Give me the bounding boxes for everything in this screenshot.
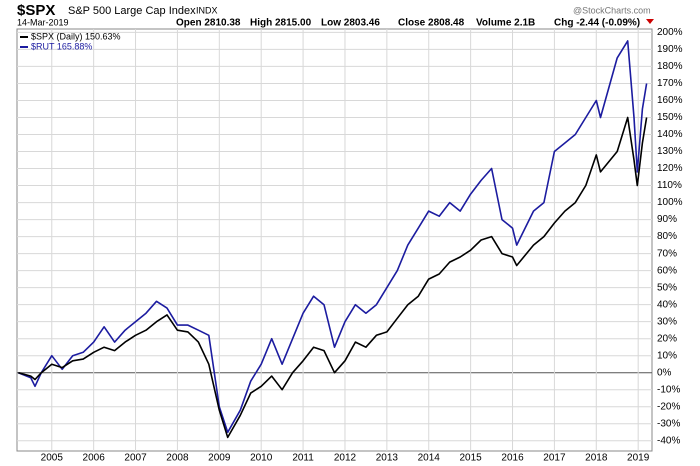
- x-tick-label: 2017: [543, 453, 566, 464]
- y-tick-label: 20%: [657, 333, 677, 344]
- down-arrow: [646, 19, 654, 24]
- y-tick-label: 140%: [657, 129, 683, 140]
- x-tick-label: 2015: [460, 453, 483, 464]
- x-tick-label: 2008: [166, 453, 189, 464]
- y-tick-label: 40%: [657, 299, 677, 310]
- x-tick-label: 2009: [208, 453, 231, 464]
- y-tick-label: -10%: [657, 384, 680, 395]
- series-line: [18, 116, 648, 439]
- x-tick-label: 2011: [292, 453, 314, 464]
- quote: Volume 2.1B: [476, 18, 535, 29]
- quote: Chg -2.44 (-0.09%): [554, 18, 640, 29]
- quote: Low 2803.46: [321, 18, 380, 29]
- y-tick-label: 190%: [657, 44, 683, 55]
- legend-label: $RUT 165.88%: [31, 41, 92, 51]
- y-tick-label: 120%: [657, 163, 683, 174]
- y-tick-label: 100%: [657, 197, 683, 208]
- x-tick-label: 2014: [418, 453, 441, 464]
- legend-label: $SPX (Daily) 150.63%: [31, 31, 121, 41]
- x-tick-label: 2012: [334, 453, 357, 464]
- y-tick-label: 200%: [657, 27, 683, 38]
- quote: Close 2808.48: [398, 18, 465, 29]
- chart-subtitle: S&P 500 Large Cap Index: [68, 5, 196, 17]
- source: @StockCharts.com: [573, 5, 651, 15]
- x-tick-label: 2010: [250, 453, 273, 464]
- x-tick-label: 2013: [376, 453, 399, 464]
- plot-area: [16, 28, 653, 452]
- exchange: INDX: [196, 5, 218, 15]
- y-tick-label: 80%: [657, 231, 677, 242]
- y-tick-label: 160%: [657, 95, 683, 106]
- y-tick-label: 90%: [657, 214, 677, 225]
- quote: High 2815.00: [250, 18, 312, 29]
- y-tick-label: 0%: [657, 367, 672, 378]
- x-tick-label: 2007: [124, 453, 147, 464]
- quote: Open 2810.38: [176, 18, 241, 29]
- x-tick-label: 2018: [585, 453, 608, 464]
- y-tick-label: 150%: [657, 112, 683, 123]
- y-tick-label: 70%: [657, 248, 677, 259]
- date: 14-Mar-2019: [17, 17, 69, 27]
- x-tick-label: 2005: [41, 453, 64, 464]
- y-tick-label: 110%: [657, 180, 682, 191]
- chart-title: $SPX: [17, 2, 55, 19]
- y-tick-label: 30%: [657, 316, 677, 327]
- y-tick-label: -20%: [657, 401, 680, 412]
- y-tick-label: 10%: [657, 350, 677, 361]
- y-tick-label: -30%: [657, 418, 680, 429]
- y-tick-label: 60%: [657, 265, 677, 276]
- y-tick-label: 130%: [657, 146, 683, 157]
- y-tick-label: 180%: [657, 61, 683, 72]
- x-tick-label: 2019: [627, 453, 650, 464]
- x-tick-label: 2016: [501, 453, 524, 464]
- y-tick-label: 50%: [657, 282, 677, 293]
- x-tick-label: 2006: [83, 453, 106, 464]
- y-tick-label: 170%: [657, 78, 683, 89]
- series-line: [17, 40, 648, 434]
- y-tick-label: -40%: [657, 435, 680, 446]
